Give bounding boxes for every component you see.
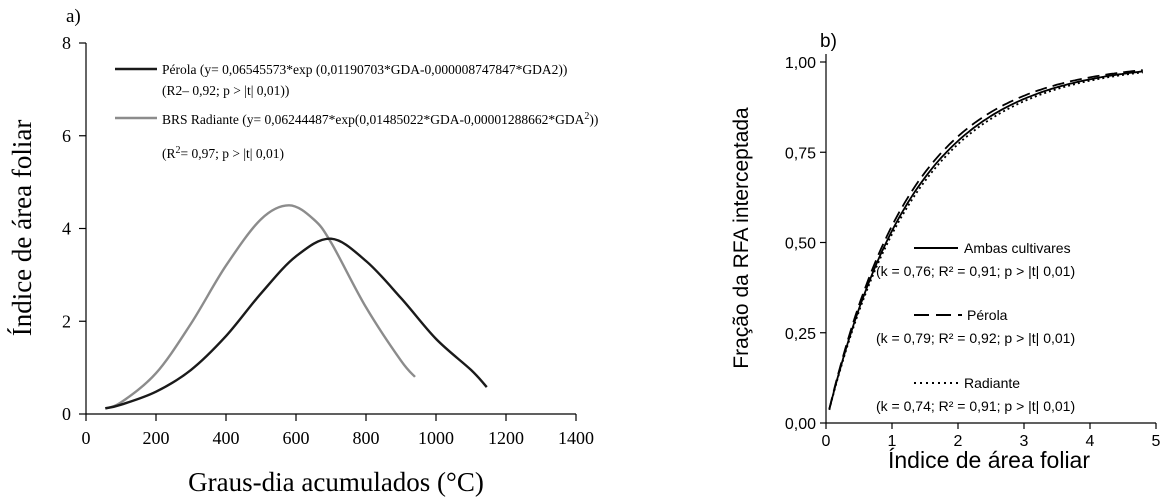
legend-label-perola-b: Pérola xyxy=(967,307,1008,323)
panel-b-x-tick-label: 2 xyxy=(954,433,963,450)
panel-a-y-axis-label: Índice de área foliar xyxy=(7,120,37,337)
legend-label-perola: Pérola (y= 0,06545573*exp (0,01190703*GD… xyxy=(162,62,567,77)
panel-b-x-tick-label: 5 xyxy=(1152,433,1161,450)
legend-stats-ambas: (k = 0,76; R² = 0,91; p > |t| 0,01) xyxy=(876,263,1075,279)
panel-b-x-tick-label: 0 xyxy=(822,433,831,450)
panel-a-x-tick-label: 200 xyxy=(143,428,170,448)
series-line-perola xyxy=(105,237,488,410)
panel-b-y-tick-label: 0,50 xyxy=(785,236,816,253)
legend-stats-radiante: (R2= 0,97; p > |t| 0,01) xyxy=(162,145,284,162)
panel-b-label: b) xyxy=(820,31,837,52)
panel-b-y-tick-label: 0,00 xyxy=(785,416,816,433)
legend-label-radiante-b: Radiante xyxy=(964,375,1020,391)
panel-a-x-tick-label: 1200 xyxy=(488,428,524,448)
panel-b-x-axis-label: Índice de área foliar xyxy=(888,447,1090,473)
panel-a-chart: a) 0 200 400 600 800 1000 1200 1400 0 2 4 6 8 Graus… xyxy=(7,6,598,497)
legend-stats-perola: (R2– 0,92; p > |t| 0,01)) xyxy=(162,83,289,98)
panel-a-label: a) xyxy=(66,6,81,27)
series-curve-ambas xyxy=(828,70,1143,410)
panel-a-y-tick-label: 8 xyxy=(62,33,71,53)
panel-b-y-tick-label: 1,00 xyxy=(785,55,816,72)
panel-b-x-tick-label: 1 xyxy=(888,433,897,450)
panel-a-x-tick-label: 1000 xyxy=(418,428,454,448)
panel-b-x-tick-label: 4 xyxy=(1086,433,1095,450)
panel-a-x-tick-label: 0 xyxy=(82,428,91,448)
panel-b-y-tick-label: 0,25 xyxy=(785,326,816,343)
panel-a-x-tick-label: 600 xyxy=(283,428,310,448)
panel-a-x-tick-label: 800 xyxy=(353,428,380,448)
panel-b-legend: Ambas cultivares (k = 0,76; R² = 0,91; p… xyxy=(876,240,1075,414)
panel-a-y-tick-label: 6 xyxy=(62,126,71,146)
legend-stats-radiante-b: (k = 0,74; R² = 0,91; p > |t| 0,01) xyxy=(876,398,1075,414)
panel-a-y-tick-label: 4 xyxy=(62,219,71,239)
legend-label-ambas: Ambas cultivares xyxy=(964,240,1071,256)
panel-b-y-axis-label: Fração da RFA interceptada xyxy=(730,107,753,369)
legend-label-radiante: BRS Radiante (y= 0,06244487*exp(0,014850… xyxy=(162,111,598,128)
panel-a-legend: Pérola (y= 0,06545573*exp (0,01190703*GD… xyxy=(115,62,598,161)
panel-a-x-tick-label: 400 xyxy=(213,428,240,448)
panel-a-x-axis-label: Graus-dia acumulados (°C) xyxy=(188,467,484,497)
panel-b-y-tick-label: 0,75 xyxy=(785,145,816,162)
panel-a-y-tick-label: 0 xyxy=(62,404,71,424)
panel-a-y-tick-label: 2 xyxy=(62,311,71,331)
panel-b-x-tick-label: 3 xyxy=(1020,433,1029,450)
panel-b-chart: b) 0 1 2 3 4 5 0,00 0,25 0,50 0,75 1,00 Índice de… xyxy=(730,31,1161,473)
panel-a-x-tick-label: 1400 xyxy=(558,428,594,448)
series-curve-perola xyxy=(828,69,1143,410)
legend-stats-perola-b: (k = 0,79; R² = 0,92; p > |t| 0,01) xyxy=(876,330,1075,346)
series-line-radiante xyxy=(104,204,416,410)
